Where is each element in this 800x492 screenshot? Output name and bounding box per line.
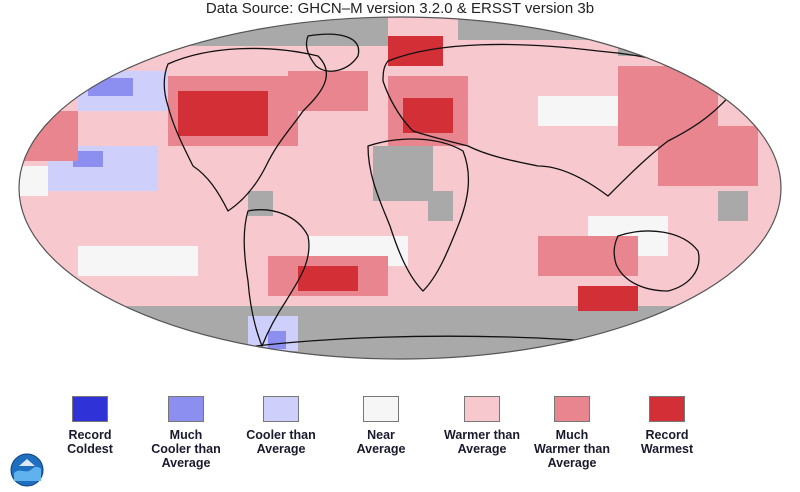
arctic-missing-region-west [19, 17, 198, 46]
legend-swatch [649, 396, 685, 422]
scandinavia-record-warmest [388, 36, 443, 66]
europe-record-warmest [403, 98, 453, 133]
legend-swatch [168, 396, 204, 422]
pacific-missing-patch-east [248, 191, 273, 216]
legend-label: Cooler than Average [246, 428, 316, 456]
legend-item-record-coldest: Record Coldest [35, 396, 145, 456]
arctic-missing-region-far-east [618, 17, 781, 56]
north-pacific-much-cooler-region [73, 151, 103, 167]
legend-label: Warmer than Average [444, 428, 520, 456]
africa-outline [367, 138, 470, 292]
legend-item-much-warmer: Much Warmer than Average [517, 396, 627, 470]
legend-item-much-cooler: Much Cooler than Average [131, 396, 241, 470]
indian-ocean-much-warmer [538, 236, 638, 276]
patagonia-much-cooler-region [268, 331, 286, 349]
legend-swatch [363, 396, 399, 422]
legend-item-record-warmest: Record Warmest [612, 396, 722, 456]
arctic-missing-region [198, 17, 388, 46]
asia-near-average [538, 96, 618, 126]
north-america-record-warmest [178, 91, 268, 136]
globe-border [18, 16, 782, 360]
antarctica-missing-region [19, 306, 781, 359]
data-source-caption: Data Source: GHCN–M version 3.2.0 & ERSS… [205, 0, 595, 17]
noaa-logo-icon [10, 453, 44, 487]
australia-outline [613, 230, 700, 292]
legend-item-near-average: Near Average [326, 396, 436, 456]
legend-label: Near Average [356, 428, 406, 456]
legend-swatch [464, 396, 500, 422]
south-america-outline [243, 209, 310, 347]
north-america-outline [163, 47, 327, 212]
legend-swatch [554, 396, 590, 422]
legend-label: Record Warmest [640, 428, 694, 456]
arctic-missing-region-east [458, 17, 618, 40]
south-pacific-near-average [78, 246, 198, 276]
legend-swatch [72, 396, 108, 422]
map-svg [18, 16, 782, 360]
africa-missing-region-south [428, 191, 453, 221]
south-atlantic-record-warmest [298, 266, 358, 291]
africa-missing-region [373, 146, 433, 201]
legend-label: Much Cooler than Average [151, 428, 221, 470]
temperature-anomaly-map [18, 16, 782, 360]
legend-item-warmer: Warmer than Average [427, 396, 537, 456]
southern-indian-record-warmest [578, 286, 638, 311]
legend-item-cooler: Cooler than Average [226, 396, 336, 456]
legend-label: Record Coldest [67, 428, 113, 456]
north-atlantic-much-warmer [288, 71, 368, 111]
greenland-outline [305, 33, 360, 72]
pacific-missing-patch [718, 191, 748, 221]
map-content [19, 17, 781, 359]
legend-label: Much Warmer than Average [534, 428, 610, 470]
pacific-near-average [19, 166, 48, 196]
eurasia-outline [382, 43, 739, 197]
legend: Record Coldest Much Cooler than Average … [60, 396, 740, 486]
west-pacific-much-warmer [658, 126, 758, 186]
legend-swatch [263, 396, 299, 422]
alaska-much-cooler-region [88, 78, 133, 96]
